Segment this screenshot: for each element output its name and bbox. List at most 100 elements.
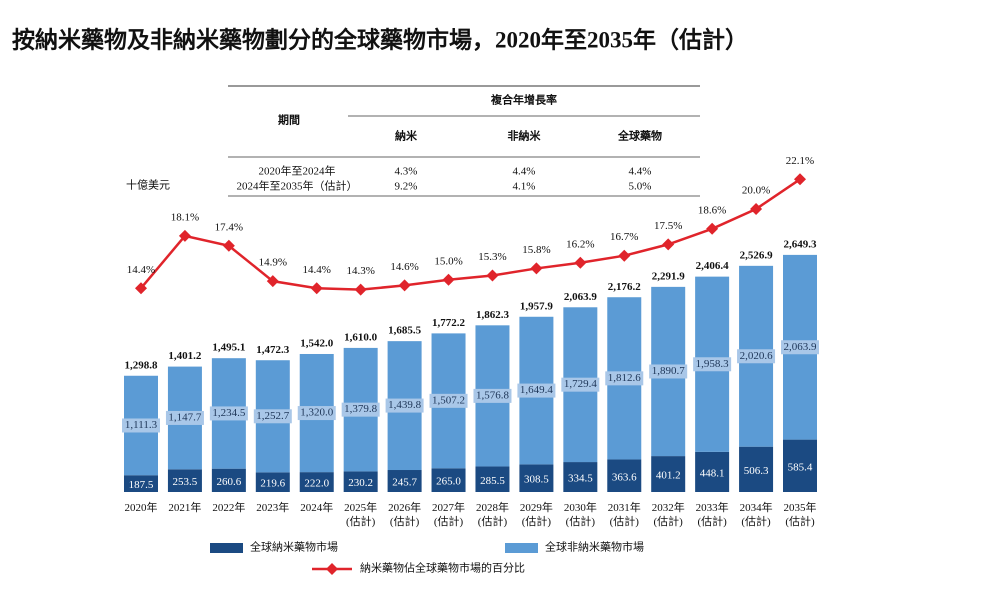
percent-marker — [750, 203, 763, 215]
percent-marker — [530, 262, 543, 275]
bar-segment — [739, 446, 774, 492]
data-label: 1,649.4 — [520, 384, 554, 396]
percent-marker — [574, 256, 587, 269]
legend-label: 全球納米藥物市場 — [250, 540, 338, 554]
x-tick-label: 2032年 (估計) — [651, 502, 685, 528]
bar-segment — [431, 468, 466, 492]
percent-marker — [486, 269, 499, 282]
total-label: 2,176.2 — [608, 281, 642, 293]
unit-label: 十億美元 — [126, 178, 170, 192]
bar-segment — [651, 456, 686, 492]
total-label: 2,649.3 — [784, 238, 818, 250]
percent-label: 18.6% — [698, 204, 726, 216]
label-box — [473, 388, 512, 403]
legend-label: 全球非納米藥物市場 — [545, 540, 644, 554]
data-label: 308.5 — [524, 474, 549, 486]
percent-marker — [662, 238, 675, 251]
x-tick-label: 2029年 (估計) — [519, 502, 553, 528]
data-label: 401.2 — [656, 470, 681, 482]
label-box — [209, 406, 248, 421]
percent-label: 14.3% — [346, 265, 374, 277]
x-tick-label: 2034年 (估計) — [739, 502, 773, 528]
table-cell: 4.1% — [513, 181, 536, 193]
x-tick-label: 2021年 — [168, 502, 202, 514]
x-tick-label: 2026年 (估計) — [388, 502, 422, 528]
percent-line — [140, 178, 801, 291]
data-label: 265.0 — [436, 476, 461, 488]
data-label: 1,729.4 — [564, 378, 598, 390]
x-tick-label: 2028年 (估計) — [475, 502, 509, 528]
percent-label: 15.3% — [478, 251, 506, 263]
label-box — [341, 402, 380, 417]
table-cell: 5.0% — [629, 181, 652, 193]
label-box — [649, 364, 688, 379]
label-box — [429, 393, 468, 408]
total-label: 2,406.4 — [696, 260, 730, 272]
data-label: 1,147.7 — [168, 411, 202, 423]
percent-label: 14.4% — [303, 264, 331, 276]
total-label: 2,526.9 — [740, 249, 774, 261]
total-label: 1,610.0 — [344, 331, 378, 343]
x-tick-label: 2025年 (估計) — [344, 502, 378, 528]
data-label: 1,576.8 — [476, 389, 510, 401]
bar-segment — [607, 459, 642, 492]
total-label: 1,495.1 — [212, 342, 245, 354]
data-label: 1,812.6 — [608, 372, 642, 384]
data-label: 285.5 — [480, 475, 505, 487]
data-label: 363.6 — [612, 471, 637, 483]
data-label: 1,379.8 — [344, 403, 378, 415]
data-label: 230.2 — [348, 477, 373, 489]
percent-marker — [398, 279, 411, 292]
percent-marker — [178, 229, 191, 242]
bar-segment — [299, 472, 334, 492]
label-box — [781, 340, 819, 355]
data-label: 187.5 — [129, 479, 154, 491]
bar-segment — [167, 469, 202, 492]
x-tick-label: 2022年 — [212, 502, 246, 514]
percent-label: 15.8% — [522, 244, 550, 256]
x-tick-label: 2033年 (估計) — [695, 502, 729, 528]
data-label: 506.3 — [744, 465, 769, 477]
label-box — [561, 377, 600, 392]
label-box — [605, 371, 644, 386]
x-tick-label: 2024年 — [300, 502, 334, 514]
x-tick-label: 2020年 — [124, 502, 158, 514]
data-label: 2,063.9 — [784, 341, 818, 353]
data-label: 1,890.7 — [652, 365, 686, 377]
bar-segment — [387, 470, 422, 492]
data-label: 1,252.7 — [256, 410, 290, 422]
bar-segment — [695, 451, 730, 492]
percent-marker — [135, 282, 147, 295]
data-label: 245.7 — [392, 477, 417, 489]
percent-label: 14.6% — [390, 261, 418, 273]
bar-segment — [255, 472, 290, 492]
bar-segment — [783, 439, 817, 492]
table-cell: 2020年至2024年 — [259, 164, 336, 178]
data-label: 253.5 — [173, 476, 198, 488]
percent-label: 17.4% — [215, 221, 243, 233]
percent-label: 14.4% — [127, 264, 155, 276]
percent-label: 20.0% — [742, 185, 770, 197]
table-cell: 2024年至2035年（估計） — [237, 179, 358, 193]
table-cell: 9.2% — [395, 181, 418, 193]
total-label: 1,298.8 — [125, 359, 159, 371]
data-label: 2,020.6 — [740, 350, 774, 362]
label-box — [122, 418, 160, 433]
percent-label: 22.1% — [786, 155, 814, 167]
percent-marker — [618, 249, 631, 262]
table-cell: 4.4% — [513, 166, 536, 178]
data-label: 260.6 — [216, 476, 241, 488]
table-cell: 4.4% — [629, 166, 652, 178]
x-tick-label: 2031年 (估計) — [607, 502, 641, 528]
table-header: 期間 — [278, 113, 300, 127]
percent-label: 16.7% — [610, 231, 638, 243]
table-header: 複合年增長率 — [490, 93, 557, 107]
bar-segment — [343, 471, 378, 492]
total-label: 2,291.9 — [652, 270, 686, 282]
legend-swatch — [210, 543, 243, 553]
total-label: 1,862.3 — [476, 309, 510, 321]
percent-marker — [222, 239, 235, 252]
percent-marker — [442, 273, 455, 286]
total-label: 1,542.0 — [300, 338, 334, 350]
